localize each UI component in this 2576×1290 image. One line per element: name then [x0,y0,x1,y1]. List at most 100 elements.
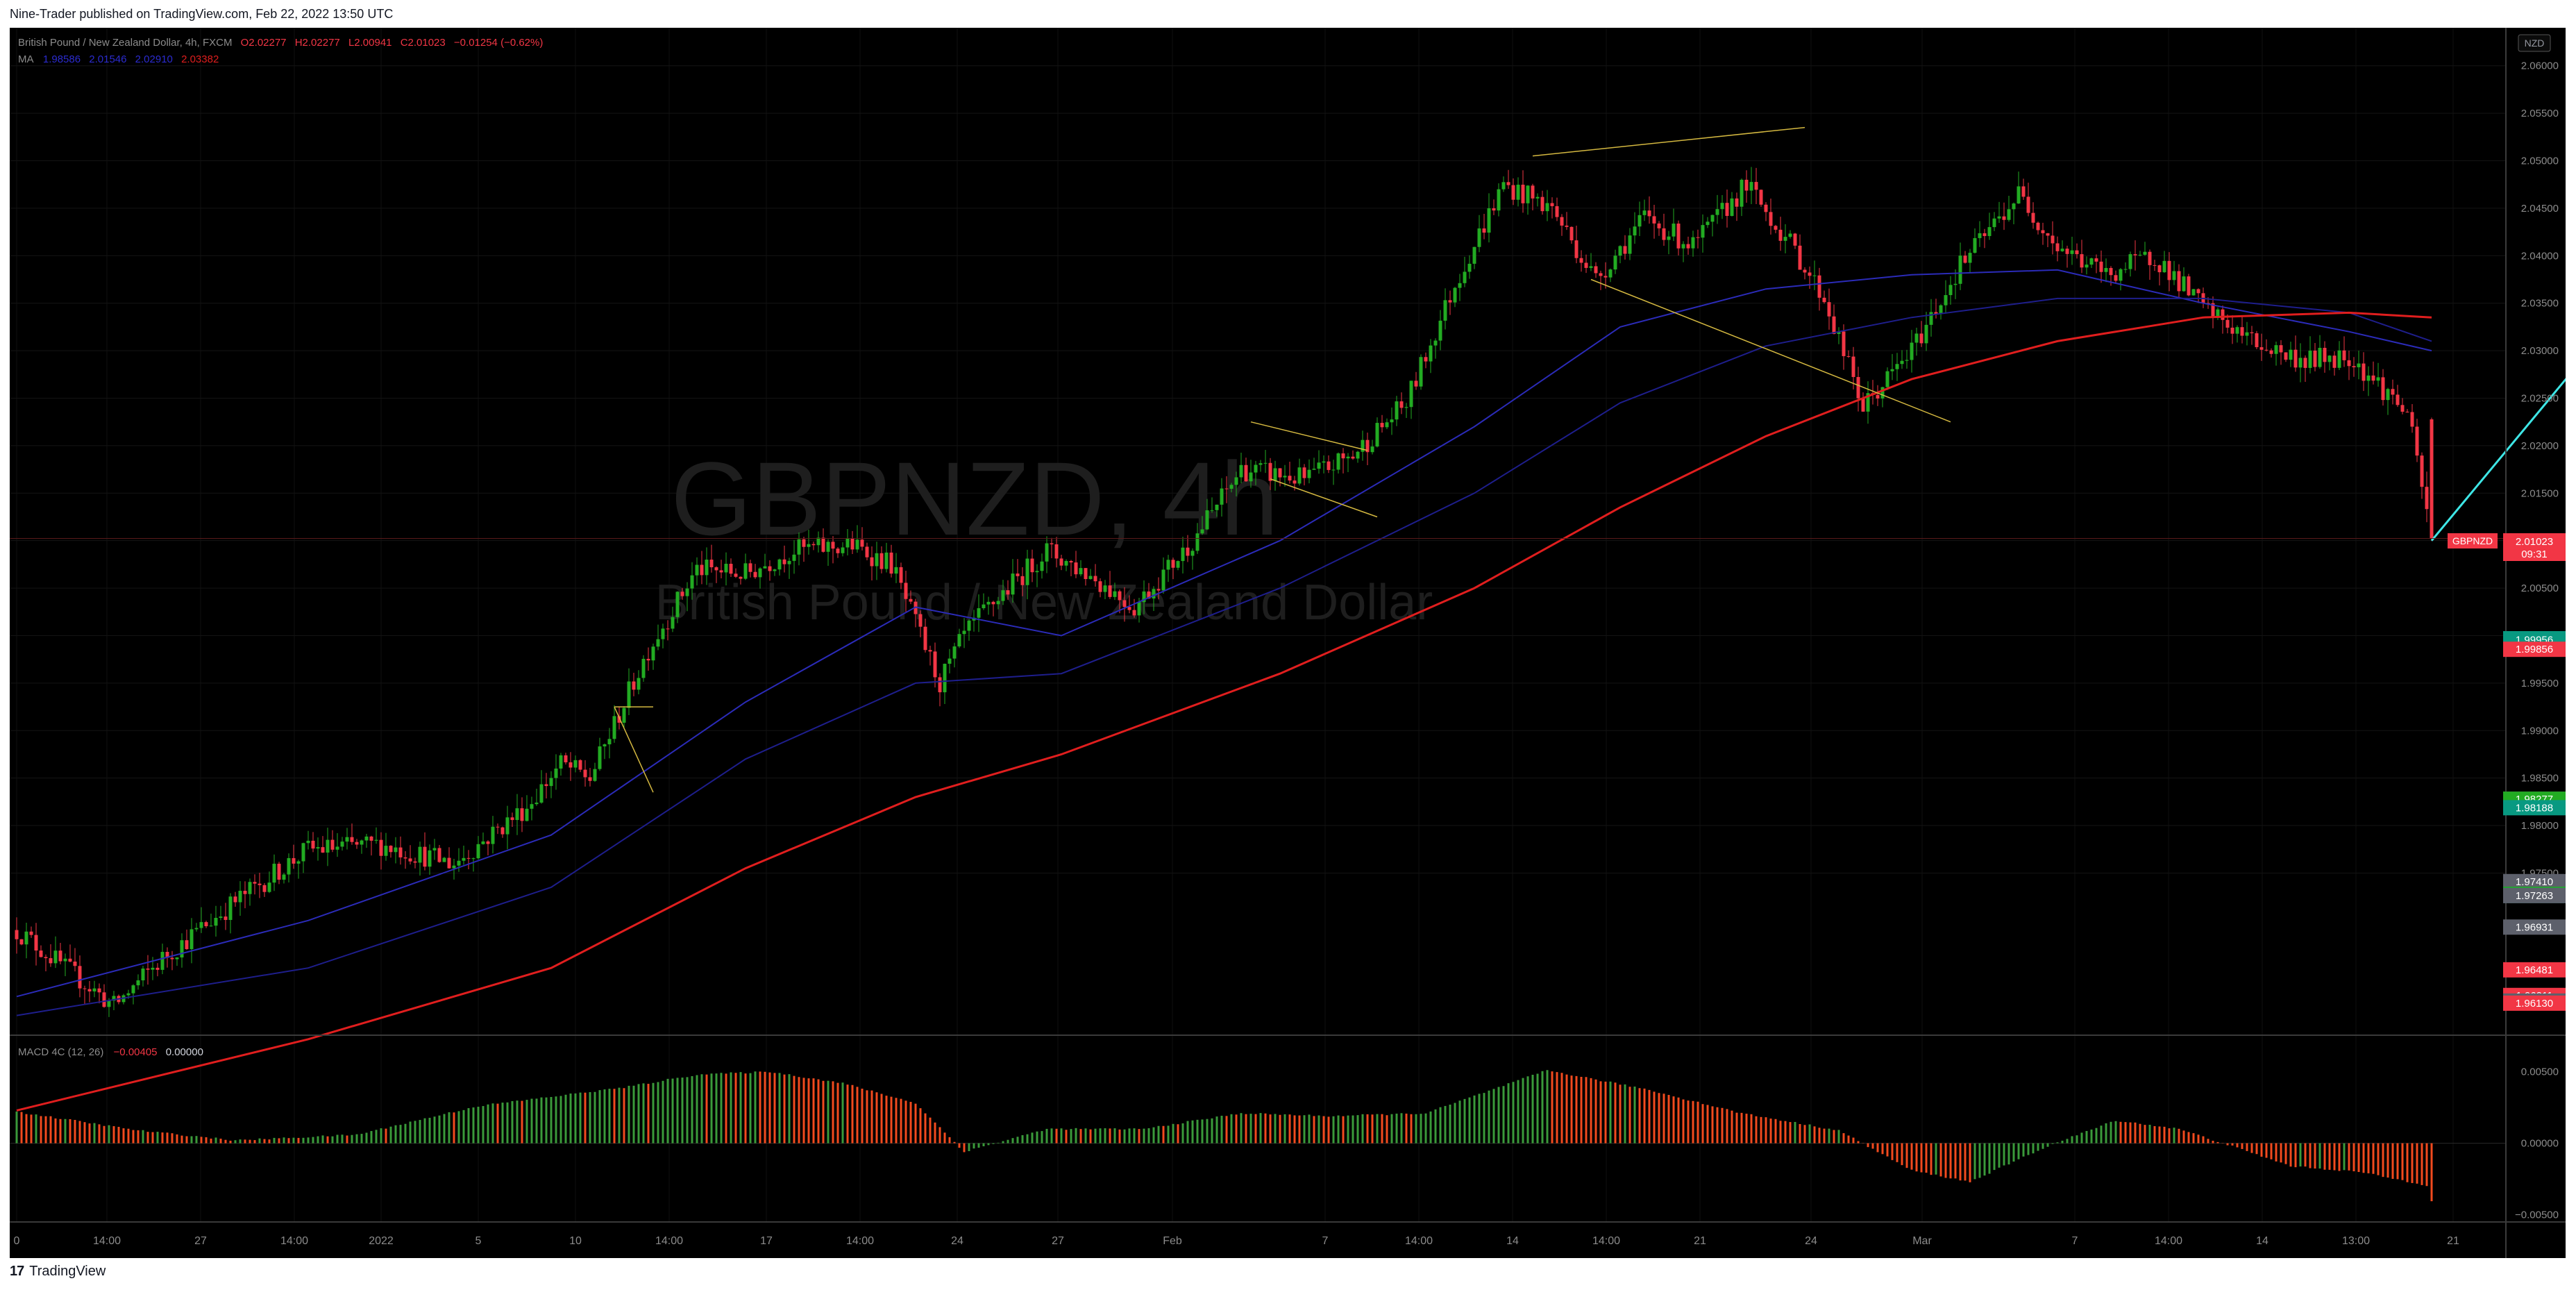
candle-body [1574,240,1579,258]
candle-body [777,559,782,570]
candle-body [1438,320,1442,341]
candle-body [1006,590,1010,595]
candle-body [1322,461,1326,463]
candle-body [933,651,937,678]
candle-body [1108,585,1112,597]
candle-body [2255,333,2259,348]
candle-body [1263,462,1268,464]
time-axis-tick: 24 [951,1235,963,1247]
candle-body [938,677,942,693]
price-axis-tick: 2.03000 [2521,345,2559,357]
candle-body [2187,276,2191,296]
candle-body [1764,204,1768,212]
candle-body [1667,236,1671,240]
price-axis-tick: 2.04000 [2521,250,2559,262]
candle-body [1919,333,1923,344]
candle-body [326,839,330,853]
candle-body [515,808,519,821]
candle-body [2172,271,2176,280]
candle-body [534,803,539,805]
candle-body [1020,576,1025,585]
time-axis-tick: 14 [2256,1235,2268,1247]
candle-body [2021,186,2026,197]
price-axis: 2.06000 2.05500 2.05000 2.04500 2.04000 2.035… [2521,60,2559,880]
time-axis-tick: 13:00 [2342,1235,2370,1247]
candle-body [1506,182,1510,185]
candle-body [1463,271,1467,283]
candle-body [1424,357,1428,362]
candle-body [2259,347,2264,350]
candle-body [180,940,184,958]
candle-body [1740,179,1744,207]
candle-body [1084,568,1088,580]
tradingview-branding[interactable]: 17 TradingView [10,1264,106,1280]
candle-body [758,568,762,578]
candle-body [1846,355,1851,357]
candle-body [1429,345,1433,362]
candle-body [2308,351,2312,368]
candle-body [593,769,597,781]
candle-body [39,950,43,957]
candle-body [1409,380,1413,408]
candle-body [1239,464,1243,478]
candle-body [2119,269,2123,281]
candle-body [1603,276,1608,278]
candle-body [860,539,864,547]
candle-body [330,839,335,850]
pattern-trendline [614,706,654,793]
candle-body [2323,348,2327,362]
candle-body [2269,350,2273,354]
time-axis-tick: Feb [1163,1235,1182,1247]
price-axis-label-box [2503,962,2566,978]
candle-body [2036,222,2040,231]
candle-body [1351,456,1355,459]
time-axis-tick: 14:00 [93,1235,121,1247]
candle-body [175,957,179,960]
candle-body [491,826,495,844]
candle-body [199,922,203,928]
time-axis-tick: 14:00 [280,1235,308,1247]
price-label-symbol: GBPNZD [2452,535,2493,546]
candle-body [948,658,952,664]
candle-body [1953,283,1958,285]
candle-body [603,744,607,747]
candle-body [248,882,252,894]
candle-body [1963,256,1967,263]
candle-body [447,857,451,869]
candle-body [1691,237,1695,249]
time-axis-tick: Mar [1912,1235,1932,1247]
candle-body [1327,461,1331,470]
time-axis-tick: 27 [194,1235,207,1247]
time-axis-tick: 10 [569,1235,582,1247]
candle-body [418,846,422,863]
candle-body [155,967,160,970]
candle-body [1589,266,1593,268]
candle-body [1788,233,1792,237]
price-axis-tick: 2.03500 [2521,298,2559,310]
legend-ma-1: 1.98586 [43,53,81,65]
chart-canvas[interactable]: GBPNZD, 4h British Pound / New Zealand D… [10,28,2576,1258]
candle-body [19,939,24,945]
candle-body [53,950,58,964]
time-axis-tick: 24 [1805,1235,1817,1247]
candle-body [2157,265,2162,273]
candle-body [884,552,889,569]
candle-body [573,760,578,768]
candle-body [311,840,315,849]
legend: British Pound / New Zealand Dollar, 4h, … [18,37,543,65]
candle-body [2274,345,2278,354]
chart-frame[interactable]: GBPNZD, 4h British Pound / New Zealand D… [10,28,2576,1258]
currency-badge[interactable]: NZD [2518,34,2551,52]
candle-body [1676,224,1681,249]
candle-body [471,858,475,860]
price-axis-label-box [2503,642,2566,657]
candle-body [1346,456,1350,459]
candle-body [428,850,432,867]
candle-body [2085,265,2089,268]
candle-body [2298,358,2303,368]
candle-body [1545,203,1549,212]
candle-body [2177,271,2181,292]
candle-body [2148,251,2152,265]
candle-body [204,922,208,927]
candle-body [209,925,213,927]
